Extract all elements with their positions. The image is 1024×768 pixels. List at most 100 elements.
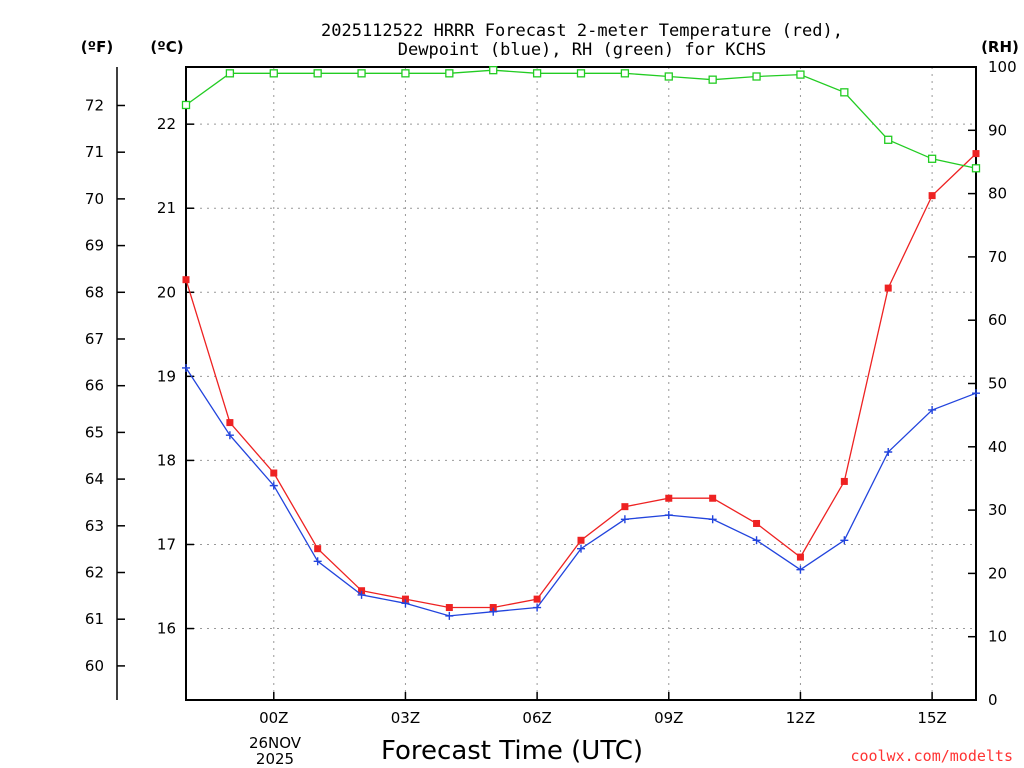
celsius-tick-label: 16 — [157, 620, 176, 638]
dewpoint-point — [620, 515, 629, 524]
rh-tick-label: 0 — [988, 691, 998, 709]
dewpoint-point — [928, 405, 937, 414]
x-tick-label: 06Z — [522, 709, 551, 727]
axes — [116, 66, 977, 701]
x-tick-label: 00Z — [259, 709, 288, 727]
temperature-point — [928, 192, 936, 200]
rh-point — [181, 100, 191, 110]
rh-point — [927, 154, 937, 163]
grid-lines — [186, 67, 976, 700]
fahrenheit-tick-label: 64 — [85, 470, 104, 488]
temperature-point — [709, 494, 717, 502]
fahrenheit-tick-label: 68 — [85, 283, 104, 301]
rh-point — [884, 135, 893, 144]
rh-point — [225, 69, 235, 78]
temperature-point — [533, 595, 541, 603]
temperature-point — [796, 553, 804, 561]
chart-title-line-2: Dewpoint (blue), RH (green) for KCHS — [398, 40, 766, 60]
dewpoint-point — [796, 565, 805, 574]
dewpoint-point — [182, 363, 190, 372]
temperature-point — [314, 545, 322, 553]
fahrenheit-tick-label: 72 — [85, 96, 104, 114]
temperature-point — [401, 595, 409, 603]
axis-ticks: 00Z 03Z 06Z 09Z 12Z 15Z 16 17 18 19 20 21 22 60 61 62 63… — [85, 58, 1017, 727]
fahrenheit-tick-label: 65 — [85, 423, 104, 441]
rh-unit-label: (RH) — [981, 38, 1019, 56]
rh-point — [620, 69, 630, 78]
temperature-point — [182, 276, 190, 284]
celsius-tick-label: 21 — [157, 199, 176, 217]
temperature-point — [270, 469, 278, 477]
celsius-tick-label: 20 — [157, 283, 176, 301]
rh-point — [971, 164, 981, 173]
temperature-point — [753, 519, 761, 527]
x-tick-label: 12Z — [786, 709, 815, 727]
fahrenheit-tick-label: 62 — [85, 564, 104, 582]
rh-tick-label: 100 — [988, 58, 1017, 76]
rh-point — [664, 72, 673, 81]
rh-tick-label: 50 — [988, 375, 1007, 393]
rh-point — [489, 66, 498, 75]
dewpoint-series-line — [185, 367, 977, 617]
temperature-point — [489, 604, 497, 612]
temperature-point — [840, 477, 848, 485]
rh-tick-label: 10 — [988, 628, 1007, 646]
fahrenheit-unit-label: (ºF) — [81, 38, 113, 56]
dewpoint-point — [884, 448, 893, 457]
rh-point — [269, 69, 278, 78]
dewpoint-point — [225, 431, 234, 440]
dewpoint-point — [708, 515, 717, 524]
rh-tick-label: 40 — [988, 438, 1007, 456]
dewpoint-point — [445, 611, 454, 620]
data-series — [181, 66, 981, 620]
x-axis-title: Forecast Time (UTC) — [381, 736, 643, 766]
dewpoint-point — [313, 557, 322, 566]
fahrenheit-tick-label: 60 — [85, 657, 104, 675]
rh-series-line — [185, 69, 977, 169]
fahrenheit-tick-label: 67 — [85, 330, 104, 348]
rh-tick-label: 80 — [988, 185, 1007, 203]
dewpoint-point — [840, 536, 849, 545]
celsius-unit-label: (ºC) — [150, 38, 183, 56]
rh-tick-label: 30 — [988, 501, 1007, 519]
dewpoint-point — [533, 603, 542, 612]
temperature-point — [884, 284, 892, 292]
credit-text[interactable]: coolwx.com/modelts — [850, 747, 1013, 765]
rh-tick-label: 60 — [988, 311, 1007, 329]
celsius-tick-label: 22 — [157, 115, 176, 133]
rh-tick-label: 20 — [988, 564, 1007, 582]
rh-point — [840, 88, 849, 97]
fahrenheit-tick-label: 70 — [85, 190, 104, 208]
celsius-tick-label: 17 — [157, 535, 176, 553]
dewpoint-point — [664, 511, 673, 520]
rh-point — [357, 69, 366, 78]
x-tick-label: 09Z — [654, 709, 683, 727]
dewpoint-point — [972, 389, 980, 398]
rh-point — [708, 75, 717, 84]
fahrenheit-tick-label: 66 — [85, 377, 104, 395]
temperature-point — [358, 587, 366, 595]
rh-point — [752, 72, 761, 81]
rh-point — [796, 70, 805, 79]
temperature-point — [577, 536, 585, 544]
fahrenheit-tick-label: 69 — [85, 237, 104, 255]
plot-frame — [185, 66, 977, 701]
fahrenheit-tick-label: 61 — [85, 610, 104, 628]
temperature-point — [972, 150, 980, 158]
rh-tick-label: 70 — [988, 248, 1007, 266]
rh-point — [445, 69, 454, 78]
date-label-year: 2025 — [256, 750, 294, 768]
rh-tick-label: 90 — [988, 121, 1007, 139]
rh-point — [313, 69, 322, 78]
dewpoint-point — [401, 599, 410, 608]
x-tick-label: 03Z — [391, 709, 420, 727]
temperature-point — [665, 494, 673, 502]
chart-title-line-1: 2025112522 HRRR Forecast 2-meter Tempera… — [321, 21, 843, 41]
rh-point — [576, 69, 586, 78]
dewpoint-point — [752, 536, 761, 545]
celsius-tick-label: 19 — [157, 367, 176, 385]
dewpoint-point — [357, 590, 366, 599]
rh-point — [532, 69, 542, 78]
rh-point — [401, 69, 410, 78]
